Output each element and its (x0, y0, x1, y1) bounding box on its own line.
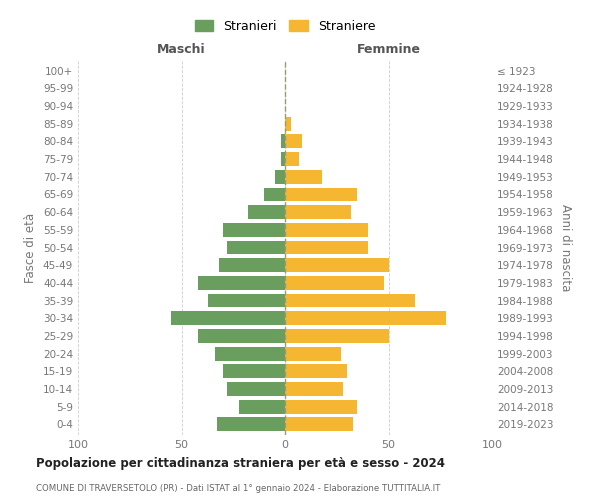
Bar (285, 117, 291, 130)
Bar (285, 276, 385, 290)
Y-axis label: Anni di nascita: Anni di nascita (559, 204, 572, 291)
Bar (285, 364, 347, 378)
Bar (217, 418, 285, 432)
Bar (285, 258, 389, 272)
Bar (171, 312, 285, 325)
Bar (285, 418, 353, 432)
Bar (285, 400, 358, 413)
Bar (223, 223, 285, 236)
Bar (239, 400, 285, 413)
Bar (285, 134, 302, 148)
Bar (275, 170, 285, 183)
Bar (227, 382, 285, 396)
Text: Maschi: Maschi (157, 44, 206, 57)
Text: Femmine: Femmine (356, 44, 421, 57)
Bar (285, 312, 446, 325)
Bar (285, 170, 322, 183)
Bar (215, 346, 285, 360)
Bar (285, 329, 389, 343)
Bar (285, 188, 358, 202)
Bar (285, 223, 368, 236)
Bar (227, 240, 285, 254)
Bar (208, 294, 285, 308)
Bar (285, 152, 299, 166)
Text: Popolazione per cittadinanza straniera per età e sesso - 2024: Popolazione per cittadinanza straniera p… (36, 458, 445, 470)
Bar (281, 152, 285, 166)
Bar (285, 205, 351, 219)
Bar (281, 134, 285, 148)
Bar (265, 188, 285, 202)
Bar (219, 258, 285, 272)
Bar (248, 205, 285, 219)
Bar (198, 329, 285, 343)
Bar (285, 294, 415, 308)
Y-axis label: Fasce di età: Fasce di età (25, 212, 37, 282)
Bar (198, 276, 285, 290)
Bar (285, 346, 341, 360)
Bar (285, 382, 343, 396)
Bar (223, 364, 285, 378)
Legend: Stranieri, Straniere: Stranieri, Straniere (190, 15, 380, 38)
Text: COMUNE DI TRAVERSETOLO (PR) - Dati ISTAT al 1° gennaio 2024 - Elaborazione TUTTI: COMUNE DI TRAVERSETOLO (PR) - Dati ISTAT… (36, 484, 440, 493)
Bar (285, 240, 368, 254)
